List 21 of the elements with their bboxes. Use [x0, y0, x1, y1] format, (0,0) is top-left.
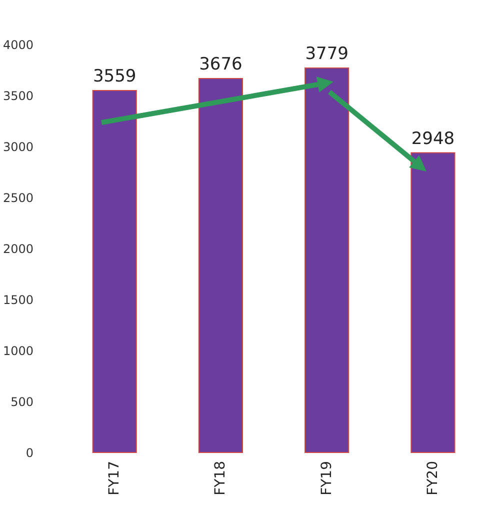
- y-tick-label: 4000: [2, 38, 34, 52]
- bar: [198, 78, 243, 453]
- data-label: 3676: [199, 54, 242, 75]
- y-tick-label: 2500: [2, 191, 34, 205]
- x-tick-label: FY19: [318, 461, 335, 496]
- y-tick-label: 3000: [2, 140, 34, 154]
- bar: [304, 68, 350, 453]
- y-tick-label: 1000: [2, 344, 34, 358]
- bar: [410, 152, 456, 453]
- data-label: 2948: [411, 128, 455, 149]
- data-label: 3779: [305, 44, 348, 64]
- x-tick-label: FY17: [106, 461, 123, 496]
- y-tick-label: 500: [10, 395, 34, 409]
- y-tick-label: 2000: [2, 242, 34, 256]
- x-tick-label: FY20: [424, 461, 441, 496]
- data-label: 3559: [92, 66, 136, 86]
- y-tick-label: 0: [26, 446, 34, 460]
- bar: [92, 90, 137, 453]
- y-tick-label: 1500: [2, 293, 34, 307]
- x-tick-label: FY18: [212, 461, 229, 496]
- y-tick-label: 3500: [2, 89, 34, 103]
